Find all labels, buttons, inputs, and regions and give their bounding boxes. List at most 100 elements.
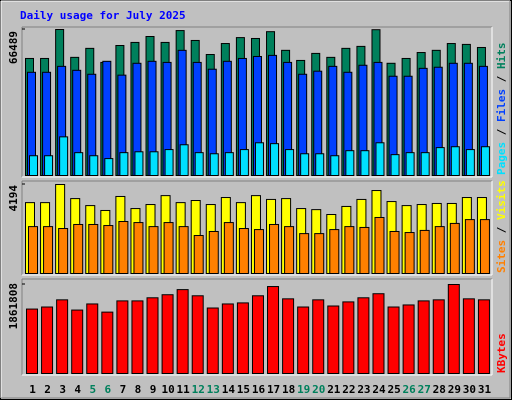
legend: KBytes: [495, 333, 508, 373]
bar: [359, 226, 370, 274]
bar: [28, 226, 38, 274]
x-tick-label: 16: [252, 383, 266, 396]
bar: [224, 152, 234, 177]
bar: [327, 305, 340, 374]
x-tick-label: 26: [403, 383, 417, 396]
x-tick-label: 1: [29, 383, 36, 396]
bar: [462, 298, 475, 375]
x-tick-label: 22: [342, 383, 355, 396]
bar: [282, 298, 295, 375]
x-tick-label: 21: [327, 383, 341, 396]
bar: [191, 295, 204, 375]
bar: [372, 293, 385, 374]
bar: [86, 303, 99, 375]
bar: [312, 299, 325, 374]
bar: [464, 219, 475, 274]
bar: [465, 149, 475, 176]
bar: [26, 308, 38, 374]
x-tick-label: 8: [135, 383, 142, 396]
bar: [285, 149, 295, 176]
bar: [119, 152, 129, 177]
bar: [480, 146, 490, 177]
bar: [357, 297, 370, 375]
x-tick-label: 13: [207, 383, 220, 396]
legend-entry: Visits: [495, 180, 508, 220]
legend-separator: /: [495, 69, 508, 89]
bar: [251, 295, 264, 375]
bar: [101, 311, 114, 374]
x-tick-label: 5: [89, 383, 96, 396]
bar: [179, 144, 189, 176]
legend: Sites / Visits: [495, 180, 508, 273]
x-tick-label: 27: [418, 383, 431, 396]
bar: [236, 302, 249, 375]
bar: [239, 149, 249, 176]
bar: [29, 155, 38, 177]
bar: [208, 230, 219, 274]
bar: [404, 232, 415, 274]
x-tick-label: 25: [387, 383, 400, 396]
bar: [254, 142, 264, 176]
bar: [360, 150, 370, 177]
bar: [344, 226, 355, 274]
x-tick-label: 19: [297, 383, 310, 396]
bar: [389, 230, 400, 274]
bar: [420, 152, 430, 177]
bar: [329, 229, 340, 275]
bar: [194, 152, 204, 177]
bar: [375, 142, 385, 176]
bar: [73, 223, 84, 274]
bar: [223, 222, 234, 274]
bar: [374, 216, 385, 274]
x-tick-label: 11: [177, 383, 191, 396]
bar: [131, 300, 144, 374]
legend-entry: Pages: [495, 142, 508, 175]
y-tick-label: 4194: [7, 185, 20, 212]
x-tick-label: 31: [478, 383, 492, 396]
bar: [163, 222, 174, 274]
bar: [300, 153, 310, 176]
bar: [161, 294, 174, 375]
x-tick-label: 15: [237, 383, 250, 396]
bar: [58, 228, 69, 274]
bar: [148, 226, 159, 274]
bar: [149, 151, 159, 177]
bar: [178, 226, 189, 274]
x-tick-label: 3: [59, 383, 66, 396]
bar: [479, 219, 490, 274]
x-tick-label: 30: [463, 383, 476, 396]
x-tick-label: 18: [282, 383, 295, 396]
bar: [146, 297, 159, 375]
bar: [269, 223, 280, 274]
bar: [116, 300, 129, 374]
bar: [434, 226, 445, 274]
bar: [435, 147, 445, 177]
bar: [59, 136, 69, 177]
bar: [299, 233, 310, 274]
bar: [176, 289, 189, 374]
bar: [193, 235, 204, 275]
bar: [297, 306, 310, 375]
legend-entry: Hits: [495, 43, 508, 70]
bar: [270, 143, 280, 176]
legend-entry: Files: [495, 89, 508, 122]
x-tick-label: 17: [267, 383, 280, 396]
x-tick-label: 6: [105, 383, 112, 396]
bar: [450, 146, 460, 177]
chart-title: Daily usage for July 2025: [20, 9, 186, 22]
bar: [419, 229, 430, 275]
legend-separator: /: [495, 122, 508, 142]
bar: [104, 158, 114, 176]
x-tick-label: 7: [120, 383, 127, 396]
bar: [432, 299, 445, 374]
bar: [387, 306, 400, 375]
bar: [133, 222, 144, 274]
x-tick-label: 23: [357, 383, 370, 396]
bar: [253, 229, 264, 275]
legend: Pages / Files / Hits: [495, 43, 508, 176]
x-tick-label: 20: [312, 383, 325, 396]
legend-entry: KBytes: [495, 333, 508, 373]
bar: [164, 149, 174, 176]
